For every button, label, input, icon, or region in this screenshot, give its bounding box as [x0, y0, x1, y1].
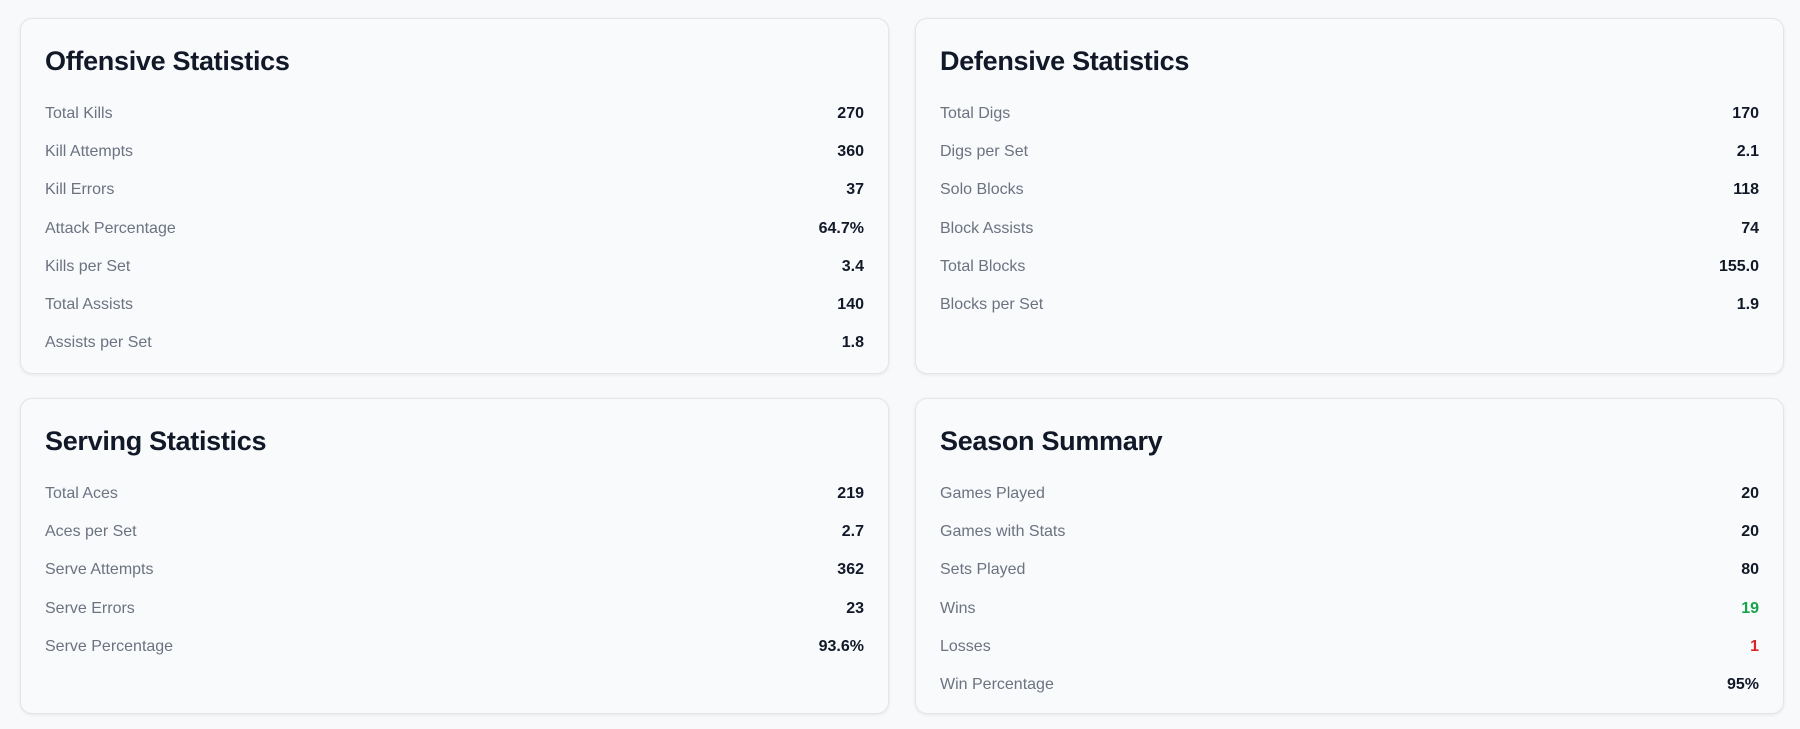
stat-value: 1.8	[841, 334, 864, 352]
stat-label: Total Aces	[45, 485, 118, 503]
stat-label: Digs per Set	[940, 143, 1029, 161]
stat-label: Total Assists	[45, 296, 134, 314]
losses-value: 1	[1750, 637, 1759, 655]
stat-row-serve-attempts: Serve Attempts 362	[45, 551, 864, 589]
stat-value: 20	[1741, 485, 1759, 503]
stat-value: 140	[837, 296, 864, 314]
serving-stats-card: Serving Statistics Total Aces 219 Aces p…	[20, 398, 889, 714]
stat-row-kill-errors: Kill Errors 37	[45, 171, 864, 209]
stat-row-serve-errors: Serve Errors 23	[45, 590, 864, 628]
stat-label: Solo Blocks	[940, 181, 1024, 199]
stat-label: Serve Percentage	[45, 637, 174, 655]
stat-label: Blocks per Set	[940, 296, 1044, 314]
stat-label: Total Digs	[940, 105, 1011, 123]
stat-row-wins: Wins 19	[940, 590, 1759, 628]
stat-row-games-played: Games Played 20	[940, 475, 1759, 513]
stat-label: Wins	[940, 599, 976, 617]
stat-label: Total Kills	[45, 105, 113, 123]
stat-list: Total Kills 270 Kill Attempts 360 Kill E…	[45, 95, 864, 362]
stat-row-total-kills: Total Kills 270	[45, 95, 864, 133]
stat-row-aces-per-set: Aces per Set 2.7	[45, 513, 864, 551]
stat-label: Games with Stats	[940, 523, 1066, 541]
stat-value: 2.1	[1736, 143, 1759, 161]
stat-label: Aces per Set	[45, 523, 137, 541]
stat-value: 23	[846, 599, 864, 617]
stat-row-total-assists: Total Assists 140	[45, 286, 864, 324]
card-title: Season Summary	[940, 426, 1163, 456]
stat-value: 118	[1733, 181, 1759, 199]
stat-label: Kill Errors	[45, 181, 115, 199]
stat-row-total-digs: Total Digs 170	[940, 95, 1759, 133]
stat-row-kill-attempts: Kill Attempts 360	[45, 133, 864, 171]
wins-value: 19	[1741, 599, 1759, 617]
stat-list: Total Aces 219 Aces per Set 2.7 Serve At…	[45, 475, 864, 666]
stat-row-block-assists: Block Assists 74	[940, 210, 1759, 248]
card-title: Offensive Statistics	[45, 46, 290, 76]
stat-value: 37	[846, 181, 864, 199]
stat-value: 64.7%	[818, 219, 864, 237]
stat-list: Total Digs 170 Digs per Set 2.1 Solo Blo…	[940, 95, 1759, 324]
stat-label: Serve Errors	[45, 599, 135, 617]
stat-label: Block Assists	[940, 219, 1034, 237]
stat-row-sets-played: Sets Played 80	[940, 551, 1759, 589]
stat-label: Assists per Set	[45, 334, 152, 352]
stat-value: 3.4	[841, 257, 864, 275]
stat-value: 270	[837, 105, 864, 123]
stat-value: 20	[1741, 523, 1759, 541]
stat-value: 170	[1732, 105, 1759, 123]
stat-value: 74	[1741, 219, 1759, 237]
stat-row-assists-per-set: Assists per Set 1.8	[45, 324, 864, 362]
stats-grid: Offensive Statistics Total Kills 270 Kil…	[20, 18, 1784, 714]
stat-label: Win Percentage	[940, 676, 1054, 694]
stat-value: 362	[837, 561, 864, 579]
stat-row-losses: Losses 1	[940, 628, 1759, 666]
stat-label: Total Blocks	[940, 257, 1026, 275]
defensive-stats-card: Defensive Statistics Total Digs 170 Digs…	[915, 18, 1784, 374]
stat-row-win-percentage: Win Percentage 95%	[940, 666, 1759, 704]
stat-label: Serve Attempts	[45, 561, 154, 579]
stat-label: Sets Played	[940, 561, 1026, 579]
stat-row-attack-percentage: Attack Percentage 64.7%	[45, 210, 864, 248]
offensive-stats-card: Offensive Statistics Total Kills 270 Kil…	[20, 18, 889, 374]
stat-label: Losses	[940, 637, 991, 655]
stat-value: 2.7	[841, 523, 864, 541]
stat-value: 93.6%	[818, 637, 864, 655]
stat-value: 80	[1741, 561, 1759, 579]
stat-row-total-aces: Total Aces 219	[45, 475, 864, 513]
stat-row-solo-blocks: Solo Blocks 118	[940, 171, 1759, 209]
season-summary-card: Season Summary Games Played 20 Games wit…	[915, 398, 1784, 714]
stat-label: Kills per Set	[45, 257, 131, 275]
stat-row-digs-per-set: Digs per Set 2.1	[940, 133, 1759, 171]
stat-list: Games Played 20 Games with Stats 20 Sets…	[940, 475, 1759, 704]
stat-value: 155.0	[1718, 257, 1759, 275]
card-title: Defensive Statistics	[940, 46, 1190, 76]
stat-value: 95%	[1726, 676, 1759, 694]
stat-label: Attack Percentage	[45, 219, 176, 237]
stat-row-serve-percentage: Serve Percentage 93.6%	[45, 628, 864, 666]
stat-row-total-blocks: Total Blocks 155.0	[940, 248, 1759, 286]
stat-row-blocks-per-set: Blocks per Set 1.9	[940, 286, 1759, 324]
stat-label: Kill Attempts	[45, 143, 134, 161]
stat-value: 360	[837, 143, 864, 161]
stat-row-games-with-stats: Games with Stats 20	[940, 513, 1759, 551]
stat-value: 1.9	[1736, 296, 1759, 314]
card-title: Serving Statistics	[45, 426, 267, 456]
stat-value: 219	[837, 485, 864, 503]
stat-row-kills-per-set: Kills per Set 3.4	[45, 248, 864, 286]
stat-label: Games Played	[940, 485, 1045, 503]
